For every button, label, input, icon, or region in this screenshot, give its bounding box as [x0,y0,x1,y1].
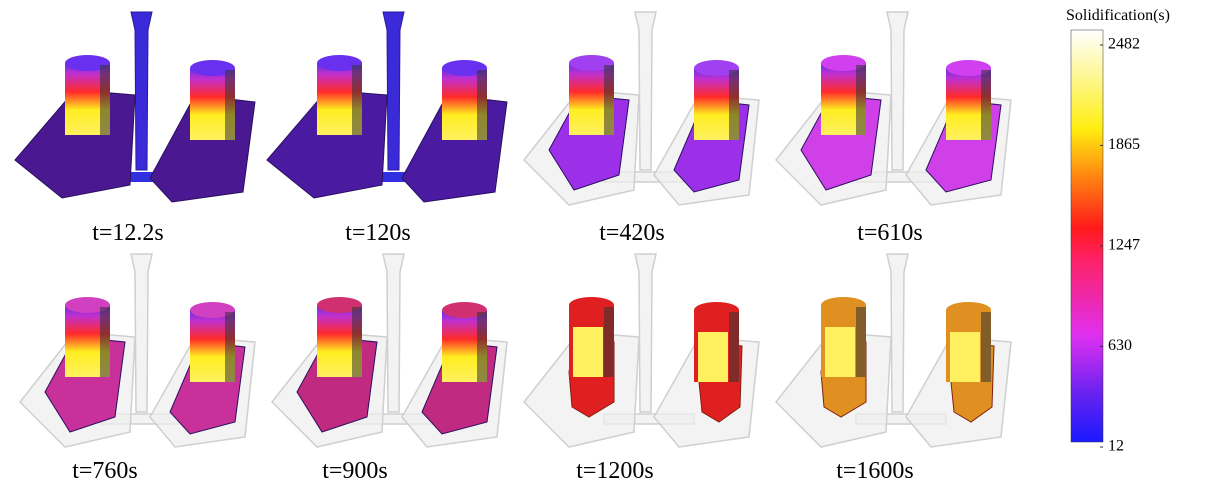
runner [100,172,190,182]
riser-side [225,312,235,382]
snapshot [18,253,256,448]
snapshot-label: t=900s [322,458,388,484]
sprue [886,253,909,413]
riser-side [856,307,866,377]
riser-side [100,65,110,135]
snapshot [774,11,1012,206]
riser-side [100,307,110,377]
snapshot [522,253,760,448]
riser-top [317,55,362,71]
snapshot [270,253,508,448]
colorbar-tick-label: 1865 [1108,136,1140,153]
colorbar-tick-label: 630 [1108,337,1132,354]
sprue [634,11,657,171]
snapshot-label: t=610s [857,220,923,246]
riser-side [604,65,614,135]
riser-side [477,312,487,382]
riser-core [573,327,603,377]
riser-core [825,327,855,377]
snapshot [522,11,760,206]
riser-side [856,65,866,135]
snapshot [266,11,508,203]
snapshot-label: t=420s [599,220,665,246]
sprue [382,11,405,171]
riser-top [442,302,487,318]
riser-top [694,60,739,76]
riser-side [981,312,991,382]
riser-side [729,70,739,140]
riser-side [225,70,235,140]
riser-top [569,297,614,313]
riser-side [981,70,991,140]
riser-top [65,297,110,313]
riser-side [604,307,614,377]
riser-side [352,307,362,377]
riser-top [190,60,235,76]
riser-top [317,297,362,313]
sprue [130,11,153,171]
riser-side [477,70,487,140]
colorbar-title: Solidification(s) [1066,7,1170,24]
riser-top [190,302,235,318]
colorbar-tick-label: 1247 [1108,237,1140,254]
riser-top [569,55,614,71]
riser-top [821,55,866,71]
riser-side [729,312,739,382]
colorbar [1070,29,1104,443]
riser-top [442,60,487,76]
snapshot-label: t=760s [72,458,138,484]
riser-top [821,297,866,313]
sprue [886,11,909,171]
snapshot-label: t=120s [345,220,411,246]
riser-top [65,55,110,71]
sprue [130,253,153,413]
snapshot [774,253,1012,448]
snapshot-label: t=1600s [836,458,914,484]
snapshot-label: t=12.2s [92,220,164,246]
colorbar-tick-label: 12 [1108,438,1124,455]
riser-core [698,332,728,382]
snapshot-label: t=1200s [576,458,654,484]
runner [352,172,442,182]
riser-side [352,65,362,135]
riser-top [946,60,991,76]
snapshot [14,11,256,203]
colorbar-tick-label: 2482 [1108,36,1140,53]
riser-top [946,302,991,318]
riser-core [950,332,980,382]
sprue [382,253,405,413]
sprue [634,253,657,413]
riser-top [694,302,739,318]
